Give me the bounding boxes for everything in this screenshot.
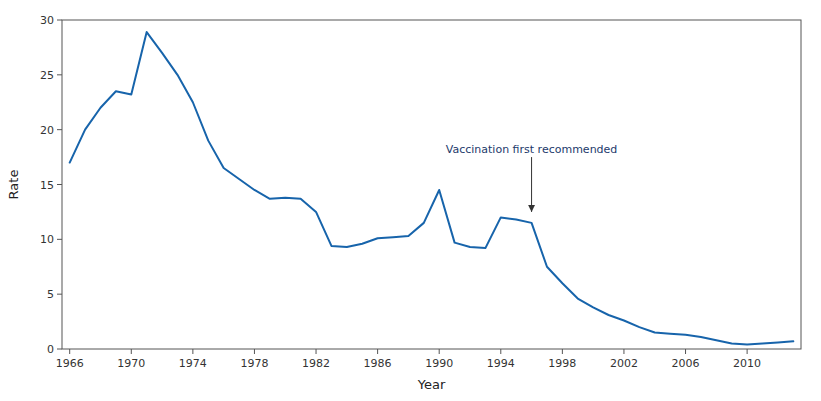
x-tick [377,349,378,354]
annotation-text: Vaccination first recommended [446,143,618,156]
y-tick-label: 15 [40,179,54,192]
y-axis-label: Rate [6,170,21,200]
x-axis-label: Year [417,377,446,392]
x-tick [685,349,686,354]
x-tick [562,349,563,354]
x-tick-label: 1974 [179,357,207,370]
x-tick [192,349,193,354]
x-tick-label: 1966 [56,357,84,370]
annotation-arrow [531,157,532,212]
y-tick [57,129,62,130]
x-tick [316,349,317,354]
y-tick [57,20,62,21]
plot-area [70,32,794,345]
x-tick [747,349,748,354]
x-tick-label: 2006 [672,357,700,370]
y-tick [57,294,62,295]
y-tick-label: 10 [40,233,54,246]
y-tick [57,349,62,350]
y-tick [57,239,62,240]
chart: 1966197019741978198219861990199419982002… [0,0,821,401]
x-tick [131,349,132,354]
x-tick-label: 1986 [364,357,392,370]
y-tick-label: 20 [40,124,54,137]
x-tick-label: 2002 [610,357,638,370]
x-tick-label: 1994 [487,357,515,370]
x-tick-label: 1982 [302,357,330,370]
x-tick [623,349,624,354]
x-tick [439,349,440,354]
y-tick [57,74,62,75]
y-tick-label: 25 [40,69,54,82]
y-tick-label: 5 [47,288,54,301]
y-tick-label: 30 [40,14,54,27]
x-tick-label: 2010 [733,357,761,370]
x-tick [69,349,70,354]
x-tick-label: 1970 [117,357,145,370]
plot-frame [62,20,801,349]
y-tick [57,184,62,185]
x-tick-label: 1978 [240,357,268,370]
y-tick-label: 0 [47,343,54,356]
x-tick [500,349,501,354]
x-tick-label: 1998 [548,357,576,370]
x-tick [254,349,255,354]
data-line [70,32,794,345]
x-tick-label: 1990 [425,357,453,370]
